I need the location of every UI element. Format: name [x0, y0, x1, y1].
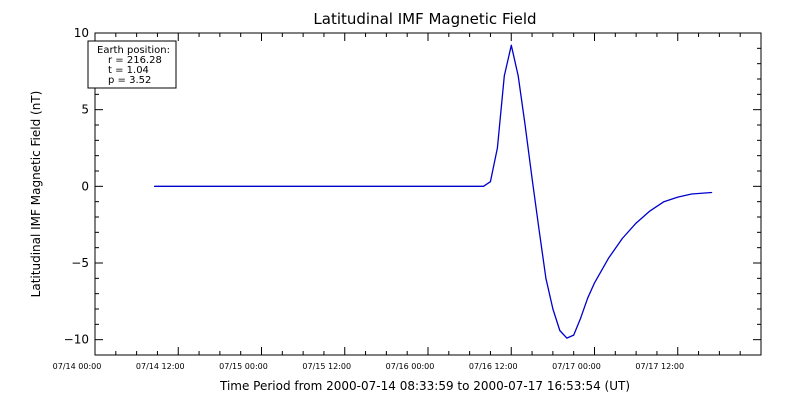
data-point	[205, 185, 207, 187]
data-point	[663, 201, 665, 203]
data-point	[344, 185, 346, 187]
info-line-t: t = 1.04	[108, 65, 149, 76]
data-point	[524, 124, 526, 126]
data-point	[691, 193, 693, 195]
info-box-heading: Earth position:	[97, 45, 170, 56]
y-tick-label: 0	[81, 179, 89, 193]
y-tick-label: 10	[74, 26, 89, 40]
data-point	[153, 185, 155, 187]
data-point	[489, 181, 491, 183]
data-point	[587, 297, 589, 299]
data-point	[594, 282, 595, 284]
data-point	[580, 317, 582, 319]
x-tick-label: 07/15 00:00	[219, 362, 268, 371]
chart-title: Latitudinal IMF Magnetic Field	[313, 10, 536, 28]
data-point	[649, 210, 651, 212]
x-axis: 07/14 00:00 07/14 12:00 07/15 00:00 07/15 1…	[53, 33, 741, 371]
data-point	[711, 191, 713, 193]
info-box: Earth position: r = 216.28 t = 1.04 p = …	[87, 40, 177, 89]
data-point	[261, 185, 262, 187]
data-point	[517, 75, 519, 77]
data-point	[538, 228, 540, 230]
data-point	[483, 185, 484, 187]
y-tick-label: 5	[81, 103, 89, 117]
data-point	[503, 75, 505, 77]
data-point	[635, 222, 637, 224]
data-point	[566, 337, 568, 339]
y-axis-label: Latitudinal IMF Magnetic Field (nT)	[29, 91, 43, 298]
data-point	[559, 329, 561, 331]
y-axis: 10 5 0 −5 −10	[64, 26, 761, 356]
y-tick-label: −10	[64, 333, 89, 347]
data-point	[545, 277, 547, 279]
series-line	[154, 44, 712, 339]
x-tick-label: 07/17 00:00	[552, 362, 601, 371]
x-tick-label: 07/16 00:00	[386, 362, 435, 371]
data-point	[621, 237, 623, 239]
data-point	[531, 178, 533, 180]
x-tick-label: 07/14 00:00	[53, 362, 102, 371]
y-tick-label: −5	[71, 256, 89, 270]
x-tick-label: 07/15 12:00	[302, 362, 351, 371]
plot-frame	[94, 32, 762, 356]
x-axis-label: Time Period from 2000-07-14 08:33:59 to …	[219, 379, 630, 393]
series-group	[153, 44, 713, 339]
x-tick-label: 07/16 12:00	[469, 362, 518, 371]
info-box-frame	[87, 40, 177, 89]
data-point	[510, 44, 512, 46]
data-point	[427, 185, 429, 187]
info-line-p: p = 3.52	[108, 75, 151, 86]
data-point	[552, 308, 554, 310]
x-tick-label: 07/14 12:00	[136, 362, 185, 371]
data-point	[573, 334, 575, 336]
x-tick-label: 07/17 12:00	[635, 362, 684, 371]
info-line-r: r = 216.28	[108, 55, 162, 66]
data-point	[496, 147, 498, 149]
data-point	[677, 196, 679, 198]
data-point	[607, 257, 609, 259]
